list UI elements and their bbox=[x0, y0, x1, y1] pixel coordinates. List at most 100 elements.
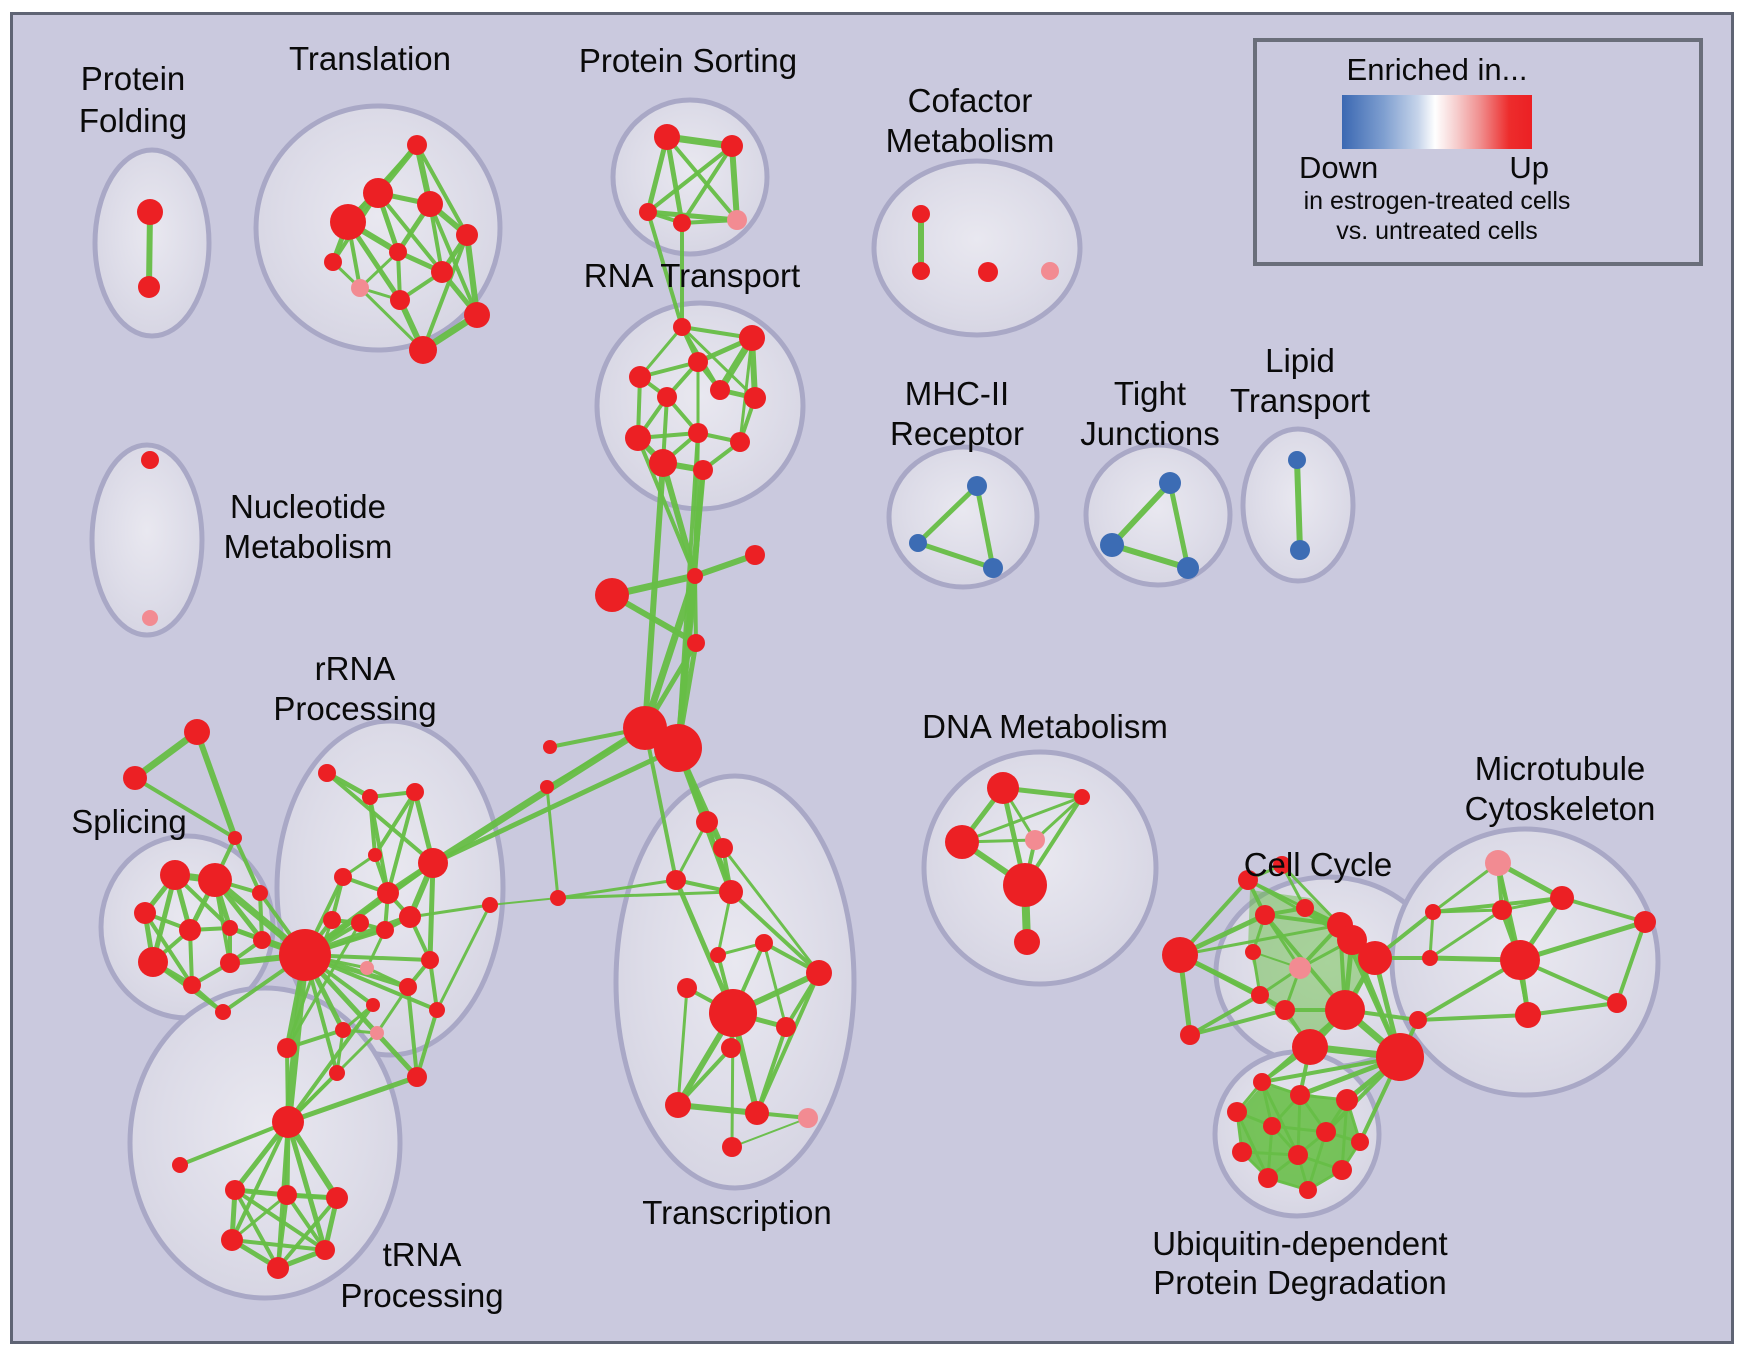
network-edge bbox=[421, 233, 469, 352]
network-edge bbox=[489, 897, 559, 906]
network-node bbox=[421, 951, 439, 969]
network-node bbox=[1316, 1122, 1336, 1142]
cluster-label-line: DNA Metabolism bbox=[922, 708, 1168, 745]
network-node bbox=[1245, 944, 1261, 960]
network-node bbox=[654, 724, 702, 772]
network-node bbox=[429, 1002, 445, 1018]
cluster-label-line: Lipid bbox=[1265, 342, 1335, 379]
network-node bbox=[351, 914, 369, 932]
network-node bbox=[909, 534, 927, 552]
cluster-label-line: Cofactor bbox=[908, 82, 1033, 119]
network-edge bbox=[1615, 920, 1647, 1005]
network-edge bbox=[556, 890, 733, 900]
network-node bbox=[1288, 1145, 1308, 1165]
network-node bbox=[912, 262, 930, 280]
network-edge bbox=[721, 846, 821, 975]
network-node bbox=[550, 890, 566, 906]
network-node bbox=[377, 882, 399, 904]
network-node bbox=[1041, 262, 1059, 280]
network-node bbox=[696, 811, 718, 833]
network-node bbox=[318, 764, 336, 782]
network-edge bbox=[1294, 457, 1303, 553]
network-node bbox=[693, 460, 713, 480]
network-node bbox=[326, 1187, 348, 1209]
network-edge bbox=[665, 135, 739, 222]
network-node bbox=[134, 902, 156, 924]
network-node bbox=[431, 261, 453, 283]
network-node bbox=[1299, 1181, 1317, 1199]
cluster-label: MHC-II Receptor bbox=[890, 375, 1024, 452]
network-node bbox=[1290, 540, 1310, 560]
cluster-label-line: RNA Transport bbox=[584, 257, 800, 294]
network-node bbox=[329, 1065, 345, 1081]
network-edge bbox=[375, 985, 410, 1035]
cluster-label: Microtubule Cytoskeleton bbox=[1465, 750, 1656, 827]
network-node bbox=[1351, 1133, 1369, 1151]
network-node bbox=[1337, 925, 1367, 955]
network-node bbox=[1376, 1033, 1424, 1081]
network-node bbox=[1425, 904, 1441, 920]
network-node bbox=[710, 380, 730, 400]
network-edge bbox=[680, 144, 734, 225]
cluster-label: Ubiquitin-dependent Protein Degradation bbox=[1152, 1225, 1447, 1301]
network-edge bbox=[1431, 908, 1504, 914]
network-edge bbox=[285, 1074, 420, 1125]
network-edge bbox=[1235, 1110, 1270, 1180]
network-node bbox=[417, 191, 443, 217]
network-edge bbox=[233, 836, 262, 895]
network-node bbox=[1255, 905, 1275, 925]
network-edge bbox=[178, 1120, 290, 1167]
cluster-label: Transcription bbox=[642, 1194, 832, 1231]
network-edge bbox=[1178, 923, 1342, 957]
network-edge bbox=[1306, 1130, 1328, 1192]
network-node bbox=[1100, 533, 1124, 557]
cluster-label-line: Protein Sorting bbox=[579, 42, 797, 79]
cluster-label: DNA Metabolism bbox=[922, 708, 1168, 745]
cluster-label: Tight Junctions bbox=[1080, 375, 1219, 452]
cluster-label: Protein Folding bbox=[79, 60, 187, 139]
network-edge bbox=[675, 1102, 760, 1116]
network-node bbox=[407, 135, 427, 155]
network-node bbox=[315, 1240, 335, 1260]
network-node bbox=[649, 449, 677, 477]
network-edge bbox=[915, 483, 980, 546]
network-node bbox=[272, 1106, 304, 1138]
network-edge bbox=[646, 210, 684, 329]
network-node bbox=[1074, 789, 1090, 805]
network-edge bbox=[386, 790, 417, 895]
network-node bbox=[222, 920, 238, 936]
network-edge bbox=[429, 724, 649, 867]
network-node bbox=[1296, 899, 1314, 917]
cluster-label-line: Nucleotide bbox=[230, 488, 386, 525]
network-edge bbox=[408, 903, 492, 919]
network-node bbox=[351, 279, 369, 297]
network-node bbox=[983, 558, 1003, 578]
network-node bbox=[744, 387, 766, 409]
network-edge bbox=[1109, 480, 1173, 548]
network-edge bbox=[729, 143, 740, 223]
cluster-label-line: Folding bbox=[79, 102, 187, 139]
network-edge bbox=[960, 795, 1084, 844]
network-node bbox=[1422, 950, 1438, 966]
network-edge bbox=[230, 1238, 327, 1252]
network-edge bbox=[692, 552, 758, 579]
network-edge bbox=[285, 1119, 328, 1253]
network-node bbox=[540, 780, 554, 794]
network-node bbox=[665, 1092, 691, 1118]
network-node bbox=[721, 135, 743, 157]
network-node bbox=[1515, 1002, 1541, 1028]
cluster-label-line: Protein Degradation bbox=[1153, 1264, 1447, 1301]
cluster-label-line: Processing bbox=[273, 690, 436, 727]
cluster-label-line: Ubiquitin-dependent bbox=[1152, 1225, 1447, 1262]
network-node bbox=[267, 1257, 289, 1279]
network-node bbox=[399, 978, 417, 996]
network-node bbox=[1275, 1000, 1295, 1020]
network-node bbox=[1634, 911, 1656, 933]
cluster-label-line: Cell Cycle bbox=[1244, 846, 1393, 883]
network-node bbox=[1014, 929, 1040, 955]
network-node bbox=[688, 352, 708, 372]
network-edge bbox=[373, 790, 417, 857]
cluster-label: Protein Sorting bbox=[579, 42, 797, 79]
network-edge bbox=[302, 952, 420, 1080]
network-node bbox=[719, 880, 743, 904]
